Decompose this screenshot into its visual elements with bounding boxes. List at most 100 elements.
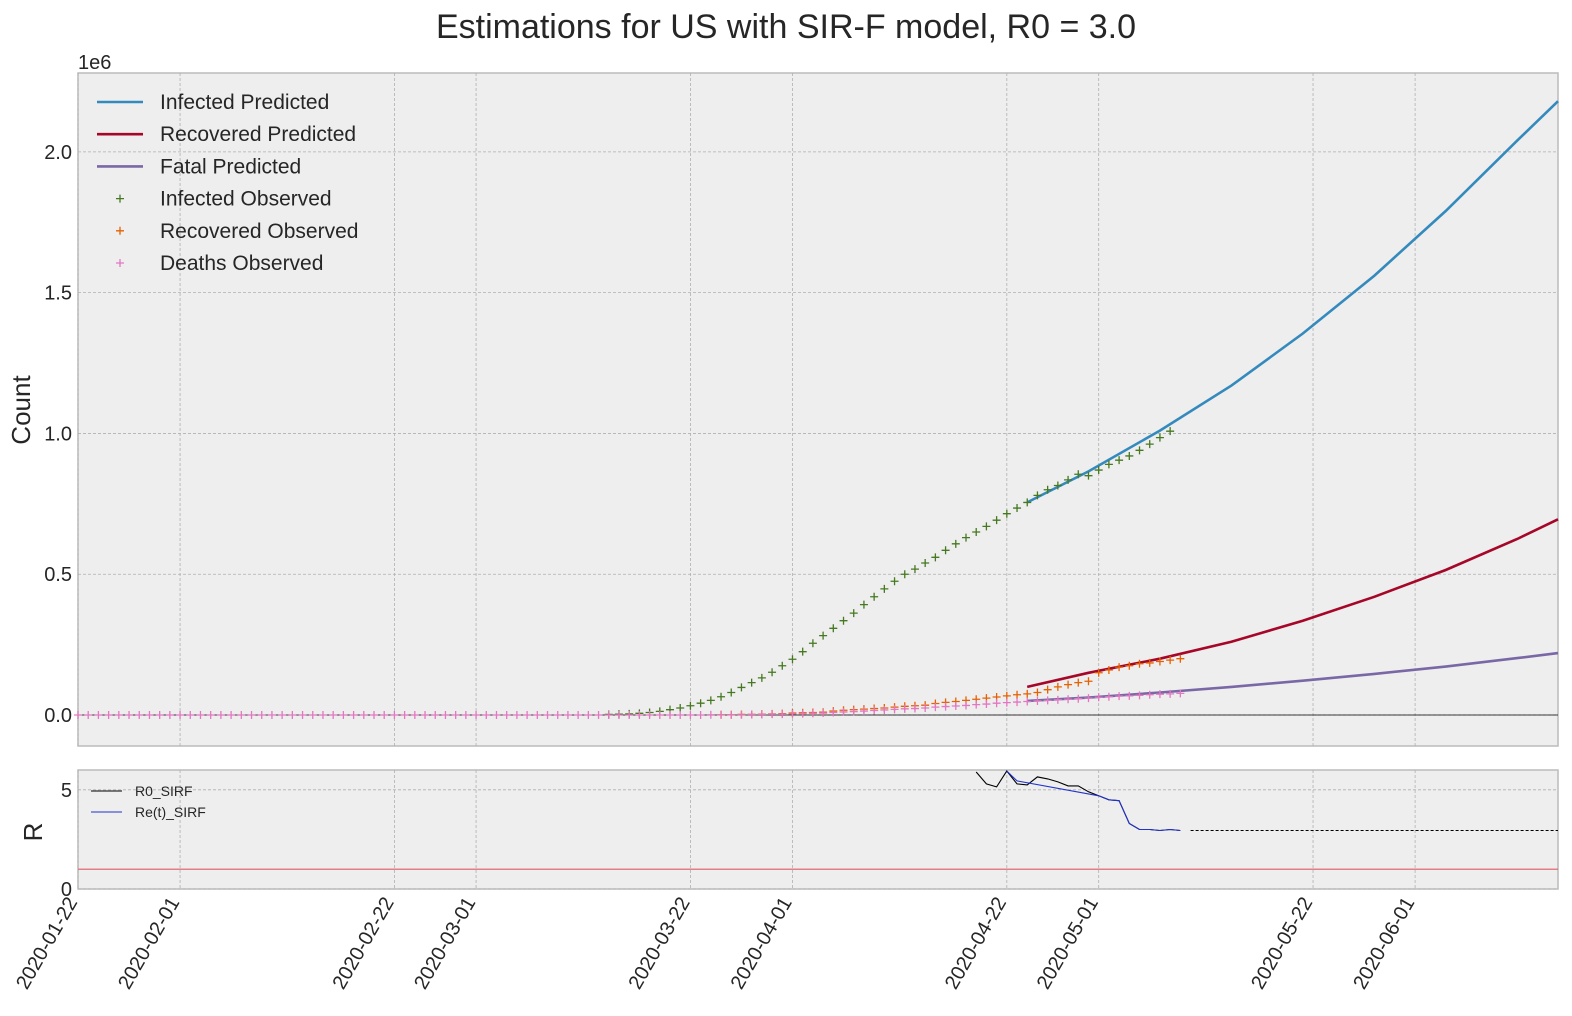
point-deaths-observed: [1094, 693, 1103, 702]
legend-label: Recovered Observed: [160, 220, 358, 243]
series-recovered-predicted: [1026, 518, 1559, 689]
point-deaths-observed: [1145, 690, 1154, 699]
point-deaths-observed: [114, 711, 123, 720]
point-deaths-observed: [370, 711, 378, 720]
point-deaths-observed: [574, 711, 583, 720]
point-deaths-observed: [655, 711, 664, 720]
point-infected-observed: [808, 639, 817, 648]
point-recovered-observed: [1002, 691, 1011, 700]
point-infected-observed: [921, 558, 930, 567]
main-y-tick-label: 0.0: [44, 705, 72, 727]
point-infected-observed: [1023, 498, 1032, 507]
point-deaths-observed: [941, 702, 950, 711]
point-deaths-observed: [441, 711, 450, 720]
point-infected-observed: [992, 516, 1001, 525]
point-deaths-observed: [155, 711, 164, 720]
point-deaths-observed: [1074, 694, 1083, 703]
main-y-tick-label: 0.5: [44, 564, 72, 586]
point-deaths-observed: [257, 711, 266, 720]
point-deaths-observed: [951, 702, 960, 711]
point-deaths-observed: [186, 711, 195, 720]
point-deaths-observed: [1084, 694, 1093, 703]
main-axes: 0.0 0.5 1.0 1.5 2.0 1e6 Count Infected Predi…: [6, 52, 1559, 747]
point-recovered-observed: [1023, 689, 1032, 698]
point-deaths-observed: [604, 711, 613, 720]
point-deaths-observed: [196, 711, 205, 720]
point-deaths-observed: [359, 711, 368, 720]
point-infected-observed: [900, 570, 909, 579]
point-deaths-observed: [1155, 690, 1164, 699]
point-deaths-observed: [849, 707, 858, 716]
legend-entry-fatal-predicted: Fatal Predicted: [97, 155, 301, 178]
point-infected-observed: [1125, 451, 1134, 460]
main-plot-area: [77, 72, 1559, 747]
point-deaths-observed: [768, 710, 777, 719]
point-deaths-observed: [645, 711, 654, 720]
point-recovered-observed: [1043, 685, 1052, 694]
point-deaths-observed: [584, 711, 593, 720]
point-deaths-observed: [247, 711, 256, 720]
point-infected-observed: [1166, 427, 1175, 436]
legend-entry-infected-observed: Infected Observed: [116, 188, 332, 211]
main-legend: Infected Predicted Recovered Predicted Fat…: [97, 91, 358, 275]
point-deaths-observed: [278, 711, 287, 720]
point-deaths-observed: [237, 711, 246, 720]
legend-swatch: [116, 194, 124, 203]
point-deaths-observed: [1115, 692, 1124, 701]
point-deaths-observed: [543, 711, 552, 720]
legend-label: Infected Observed: [160, 188, 332, 211]
point-infected-observed: [747, 678, 756, 687]
point-deaths-observed: [992, 699, 1001, 708]
point-deaths-observed: [686, 711, 695, 720]
point-deaths-observed: [390, 711, 399, 720]
main-y-axis-label: Count: [6, 375, 36, 445]
point-deaths-observed: [1125, 691, 1134, 700]
legend-label: Deaths Observed: [160, 252, 323, 275]
point-deaths-observed: [1043, 696, 1052, 705]
point-deaths-observed: [910, 704, 919, 713]
r-legend-label: Re(t)_SIRF: [135, 804, 206, 820]
series-deaths-observed: [74, 689, 1185, 720]
point-deaths-observed: [1013, 698, 1022, 707]
point-recovered-observed: [1084, 677, 1093, 686]
point-deaths-observed: [329, 711, 338, 720]
point-deaths-observed: [880, 705, 889, 714]
legend-entry-deaths-observed: Deaths Observed: [116, 252, 323, 275]
point-infected-observed: [962, 533, 970, 542]
line-fatal-predicted: [1027, 651, 1559, 703]
point-deaths-observed: [982, 700, 991, 709]
r-plot-area: [77, 769, 1559, 890]
point-deaths-observed: [74, 711, 82, 720]
point-recovered-observed: [1104, 665, 1113, 674]
point-deaths-observed: [216, 711, 225, 720]
point-deaths-observed: [227, 711, 236, 720]
point-deaths-observed: [563, 711, 572, 720]
point-deaths-observed: [696, 711, 705, 720]
point-deaths-observed: [421, 711, 430, 720]
main-series-group: [74, 100, 1559, 720]
point-deaths-observed: [1053, 695, 1062, 704]
point-infected-observed: [1135, 446, 1144, 455]
point-deaths-observed: [1104, 692, 1113, 701]
point-deaths-observed: [145, 711, 154, 720]
point-infected-observed: [706, 696, 715, 705]
point-infected-observed: [778, 661, 787, 670]
legend-swatch: [116, 259, 124, 267]
point-deaths-observed: [1166, 689, 1175, 698]
point-deaths-observed: [472, 711, 481, 720]
point-deaths-observed: [676, 711, 685, 720]
point-infected-observed: [1084, 471, 1093, 480]
point-deaths-observed: [757, 710, 766, 719]
point-deaths-observed: [706, 710, 715, 719]
point-infected-observed: [859, 600, 868, 609]
point-deaths-observed: [962, 701, 970, 710]
point-deaths-observed: [798, 709, 807, 718]
point-deaths-observed: [1064, 695, 1073, 704]
point-recovered-observed: [1166, 656, 1175, 665]
point-infected-observed: [1053, 481, 1062, 490]
point-deaths-observed: [625, 711, 634, 720]
point-infected-observed: [829, 624, 838, 633]
point-deaths-observed: [206, 711, 215, 720]
point-recovered-observed: [1176, 654, 1185, 663]
